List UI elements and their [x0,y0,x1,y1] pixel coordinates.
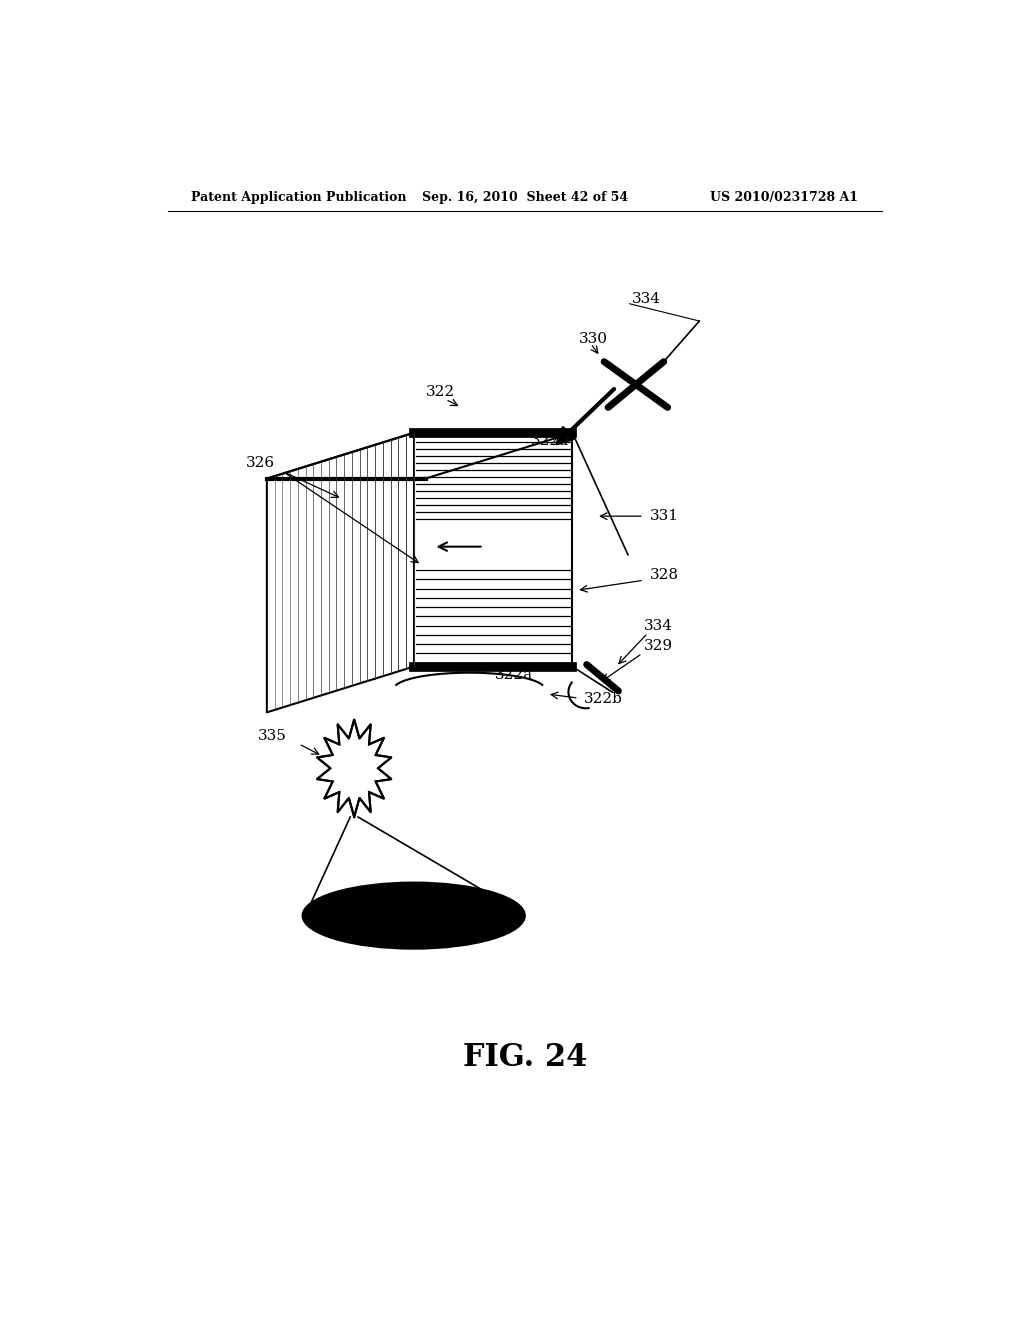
Polygon shape [317,719,391,817]
Text: 330: 330 [579,333,608,346]
Text: 322b: 322b [585,692,624,706]
Text: 331: 331 [650,510,679,523]
Text: 326: 326 [246,457,274,470]
Text: 334: 334 [644,619,673,634]
Text: 335: 335 [258,729,287,743]
Text: FIG. 24: FIG. 24 [463,1043,587,1073]
Text: US 2010/0231728 A1: US 2010/0231728 A1 [710,190,858,203]
Text: 322a: 322a [531,434,569,447]
Text: 329: 329 [644,639,673,653]
Text: Sep. 16, 2010  Sheet 42 of 54: Sep. 16, 2010 Sheet 42 of 54 [422,190,628,203]
Ellipse shape [303,883,524,949]
Text: 322a: 322a [495,668,532,681]
Text: 334: 334 [632,292,660,306]
Text: Patent Application Publication: Patent Application Publication [191,190,407,203]
Text: 328: 328 [650,568,679,582]
Text: 322: 322 [426,385,455,399]
